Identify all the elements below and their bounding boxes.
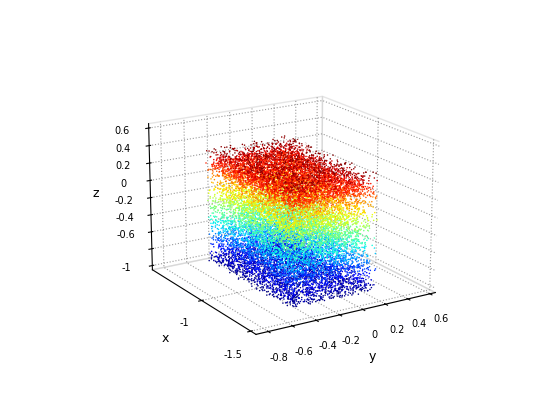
X-axis label: y: y <box>368 350 376 363</box>
Y-axis label: x: x <box>162 331 169 344</box>
